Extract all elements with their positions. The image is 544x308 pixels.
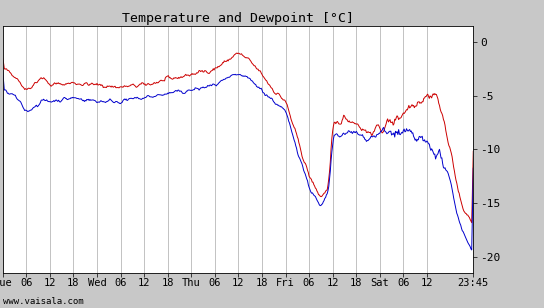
Title: Temperature and Dewpoint [°C]: Temperature and Dewpoint [°C] <box>122 12 354 25</box>
Text: www.vaisala.com: www.vaisala.com <box>3 298 83 306</box>
